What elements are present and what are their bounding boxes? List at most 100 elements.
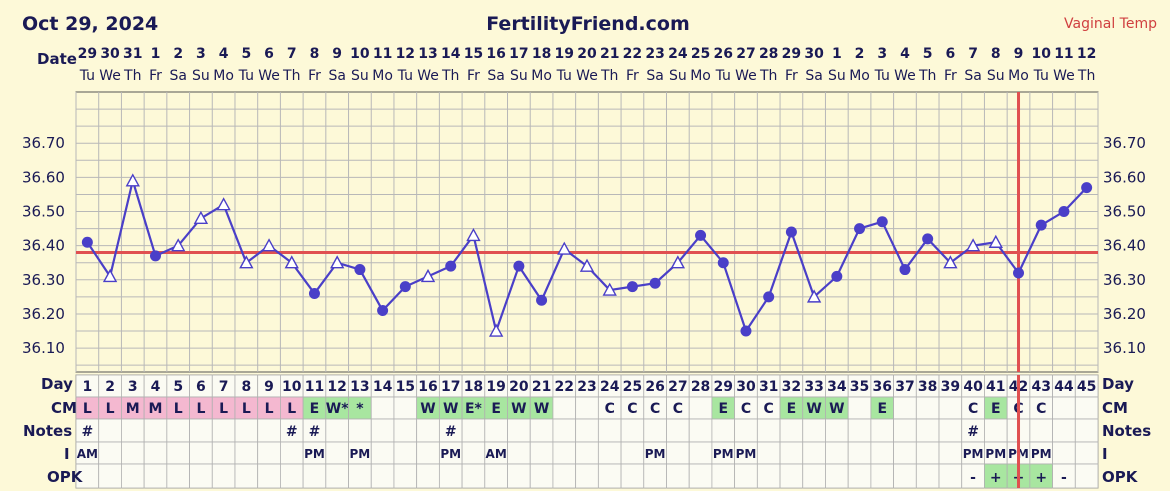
weekday-tick: Tu: [556, 68, 572, 84]
day-cell-text: 40: [963, 379, 983, 395]
data-point: [1013, 267, 1025, 279]
opk-cell: [279, 463, 304, 489]
intercourse-cell: [279, 441, 304, 465]
weekday-tick: Tu: [1033, 68, 1049, 84]
notes-cell: [847, 418, 872, 443]
data-point-open: [943, 255, 958, 269]
date-axis: 29 30 31 1 2 3 4 5 6 7 8 9 10 11 12 13 14 15 16 17 18 19 20 21 2…: [78, 46, 1097, 84]
weekday-tick: Su: [987, 68, 1005, 84]
intercourse-cell: [529, 441, 554, 465]
weekday-tick: We: [417, 68, 439, 84]
data-point: [922, 233, 934, 245]
data-point: [626, 281, 638, 293]
notes-cell: [189, 418, 213, 443]
notes-cell: [507, 418, 531, 443]
cm-cell: [1074, 396, 1099, 420]
day-cell-text: 44: [1054, 379, 1074, 395]
weekday-tick: Su: [828, 68, 846, 84]
date-tick: 24: [668, 46, 688, 62]
temperature-series: [76, 92, 1098, 372]
day-cell-text: 11: [305, 379, 324, 395]
date-tick: 4: [219, 46, 229, 62]
weekday-tick: Tu: [715, 68, 731, 84]
notes-cell-text: #: [309, 424, 321, 440]
data-point: [81, 236, 93, 248]
opk-cell: [189, 463, 213, 489]
day-cell-text: 7: [219, 379, 229, 395]
intercourse-cell: [575, 441, 599, 465]
notes-cell: [825, 418, 849, 443]
opk-cell-text: -: [1061, 470, 1067, 486]
cm-cell-text: C: [650, 401, 660, 417]
weekday-tick: Fr: [308, 68, 321, 84]
day-cell-text: 21: [532, 379, 551, 395]
day-row-label-right: Day: [1102, 375, 1134, 393]
day-cell-text: 16: [418, 379, 437, 395]
intercourse-cell: [870, 441, 895, 465]
cm-cell-text: E: [787, 401, 797, 417]
opk-cell: [575, 463, 599, 489]
date-tick: 6: [264, 46, 274, 62]
date-tick: 14: [441, 46, 461, 62]
opk-cell: [143, 463, 168, 489]
intercourse-cell-text: PM: [1031, 447, 1052, 461]
cm-cell-text: E*: [465, 401, 483, 417]
day-cell-text: 36: [873, 379, 892, 395]
weekday-tick: We: [894, 68, 916, 84]
data-point-open: [602, 282, 617, 296]
opk-cell: [484, 463, 508, 489]
intercourse-cell: [847, 441, 872, 465]
day-cell-text: 24: [600, 379, 620, 395]
weekday-tick: Sa: [487, 68, 504, 84]
notes-cell: [1052, 418, 1076, 443]
notes-cell: [802, 418, 826, 443]
intercourse-cell-text: AM: [77, 447, 98, 461]
notes-cell: [893, 418, 917, 443]
cm-cell: [938, 396, 963, 420]
data-point: [785, 226, 797, 238]
data-point: [377, 305, 389, 317]
notes-cell: [166, 418, 190, 443]
data-point: [854, 223, 866, 235]
day-cell-text: 26: [645, 379, 664, 395]
date-tick: 6: [946, 46, 956, 62]
weekday-tick: Th: [282, 68, 300, 84]
intercourse-cell: [189, 441, 213, 465]
intercourse-cell-text: PM: [645, 447, 666, 461]
day-cell-text: 23: [577, 379, 596, 395]
opk-cell: [416, 463, 440, 489]
opk-cell: [257, 463, 281, 489]
notes-cell: [938, 418, 963, 443]
date-tick: 22: [623, 46, 642, 62]
date-tick: 8: [991, 46, 1001, 62]
date-tick: 20: [577, 46, 597, 62]
site-title: FertilityFriend.com: [486, 13, 690, 35]
day-cell-text: 41: [986, 379, 1005, 395]
notes-cell: [257, 418, 281, 443]
data-point: [831, 270, 843, 282]
weekday-tick: Tu: [874, 68, 890, 84]
data-point: [149, 250, 161, 262]
data-point: [717, 257, 729, 269]
cm-cell: [393, 396, 418, 420]
opk-cell: [938, 463, 963, 489]
weekday-tick: Fr: [149, 68, 162, 84]
data-point: [763, 291, 775, 303]
date-tick: 30: [100, 46, 120, 62]
data-rows: 1 2 3 4 5 6 7 8 9 10 11 12 13 14 15 16 17 18 19 20 21 22 23 24 2…: [75, 374, 1099, 489]
date-tick: 27: [736, 46, 755, 62]
opk-cell: [779, 463, 804, 489]
intercourse-cell: [98, 441, 122, 465]
weekday-tick: Sa: [964, 68, 981, 84]
date-tick: 2: [173, 46, 183, 62]
day-cell-text: 29: [714, 379, 733, 395]
intercourse-cell: [552, 441, 577, 465]
cm-cell-text: L: [287, 401, 296, 417]
weekday-tick: Mo: [1008, 68, 1029, 84]
data-point-open: [239, 255, 254, 269]
date-tick: 26: [714, 46, 733, 62]
day-cell-text: 37: [895, 379, 914, 395]
weekday-tick: Mo: [372, 68, 393, 84]
cm-cell-text: E: [991, 401, 1001, 417]
